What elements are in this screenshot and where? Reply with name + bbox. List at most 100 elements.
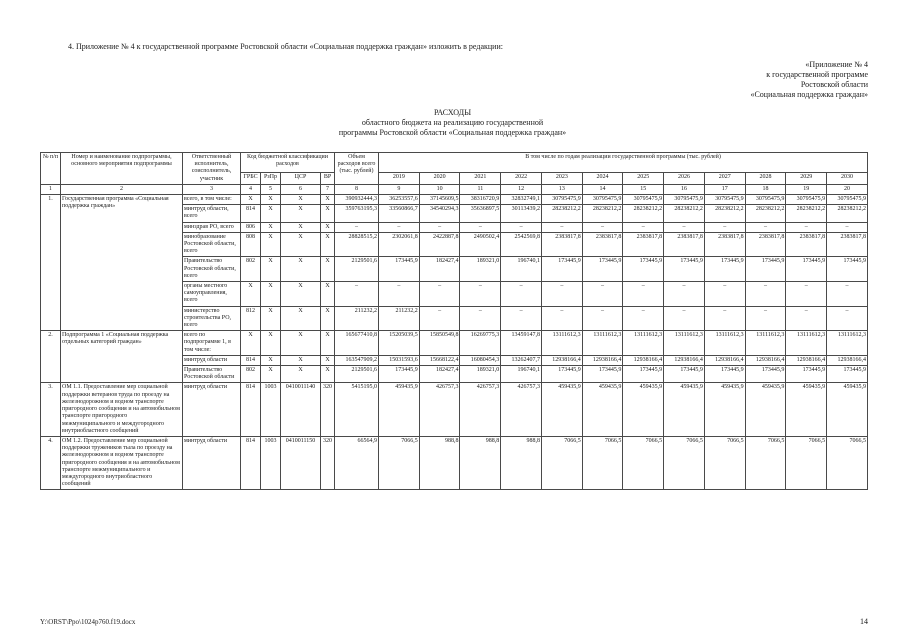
year-value-cell: 173445,9 [622, 365, 665, 384]
executor-cell: всего, в том числе: [182, 194, 241, 206]
year-value-cell: 459435,9 [744, 382, 787, 437]
year-value-cell: 28238212,2 [744, 204, 787, 223]
table-row: 4. ОМ 1.2. Предоставление мер социальной … [40, 435, 868, 491]
year-value-cell: 7066,5 [622, 435, 665, 491]
table-row: минтруд области 814 X X X 163547909,2 15031593… [41, 354, 868, 367]
vr-cell: X [319, 330, 336, 356]
year-value-cell: 988,8 [459, 435, 502, 491]
col-number-cell: 11 [459, 183, 502, 196]
annex-line: «Социальная поддержка граждан» [750, 90, 868, 99]
total-value-cell: 2129501,6 [334, 365, 380, 384]
rzpr-cell: X [260, 221, 281, 233]
budget-code-col-header: ВР [319, 172, 336, 185]
year-value-cell: 2542569,8 [500, 231, 542, 258]
year-value-cell: 28238212,2 [581, 204, 624, 223]
col-header-budget-code: Код бюджетной классификации расходов [239, 151, 336, 174]
year-value-cell: – [703, 281, 746, 307]
row-number-cell: 3. [40, 382, 61, 437]
year-value-cell: 7066,5 [785, 435, 828, 491]
year-value-cell: 189321,0 [459, 256, 502, 283]
col-number-cell: 10 [418, 183, 461, 196]
year-value-cell: 426757,3 [418, 382, 461, 437]
year-value-cell: 7066,5 [744, 435, 787, 491]
year-value-cell: – [785, 305, 828, 332]
vr-cell: X [319, 354, 336, 367]
vr-cell: X [319, 281, 336, 307]
year-value-cell: 13459147,8 [500, 330, 542, 356]
year-value-cell: 33560866,7 [378, 204, 420, 223]
year-value-cell: 30795475,9 [663, 194, 705, 206]
year-value-cell: – [785, 221, 828, 233]
year-value-cell: 173445,9 [663, 256, 705, 283]
budget-code-col-header: ГРБС [240, 172, 261, 185]
rzpr-cell: X [260, 365, 281, 384]
year-value-cell: 12938166,4 [622, 354, 665, 367]
grbs-cell: 814 [240, 204, 261, 223]
year-value-cell: 2383817,8 [826, 231, 868, 258]
col-number-row: 1 2 3 4 5 6 7 8 9 10 11 12 13 14 15 16 17 18 19 20 [40, 183, 868, 196]
budget-code-col-header: ЦСР [280, 172, 321, 185]
col-number-cell: 15 [622, 183, 665, 196]
annex-line: к государственной программе [766, 70, 868, 79]
year-value-cell: 189321,0 [459, 365, 502, 384]
rzpr-cell: X [260, 231, 281, 258]
col-number-cell: 18 [744, 183, 787, 196]
year-value-cell: 34540294,3 [418, 204, 461, 223]
year-value-cell: – [581, 221, 624, 233]
vr-cell: 320 [319, 382, 336, 437]
total-value-cell: 390932444,3 [334, 194, 380, 206]
year-value-cell: – [500, 305, 542, 332]
executor-cell: минтруд области, всего [182, 204, 241, 223]
col-header-name: Номер и наименование подпрограммы, основ… [60, 152, 183, 185]
year-value-cell: 30795475,9 [540, 194, 583, 206]
csr-cell: X [280, 305, 321, 332]
year-value-cell: 7066,5 [826, 435, 868, 491]
year-value-cell: 173445,9 [703, 256, 746, 283]
year-value-cell: 13111612,3 [540, 330, 583, 356]
executor-cell: минтруд области [182, 435, 241, 491]
csr-cell: X [280, 281, 321, 307]
executor-cell: всего по подпрограмме 1, в том числе: [182, 330, 241, 356]
year-value-cell: 426757,3 [459, 382, 502, 437]
document-title: РАСХОДЫ областного бюджета на реализацию… [0, 108, 905, 138]
year-value-cell: 12938166,4 [785, 354, 828, 367]
year-value-cell: 459435,9 [540, 382, 583, 437]
col-number-cell: 5 [260, 183, 281, 196]
executor-cell: Правительство Ростовской области, всего [182, 256, 241, 283]
vr-cell: X [319, 194, 336, 206]
year-value-cell: 12938166,4 [703, 354, 746, 367]
grbs-cell: 814 [240, 382, 261, 437]
grbs-cell: X [240, 330, 261, 356]
year-value-cell: – [378, 281, 420, 307]
header-group-row: № п/п Номер и наименование подпрограммы,… [40, 151, 868, 185]
year-value-cell: 459435,9 [663, 382, 705, 437]
year-value-cell: 459435,9 [785, 382, 828, 437]
vr-cell: X [319, 221, 336, 233]
vr-cell: 320 [319, 435, 336, 491]
year-col-header: 2026 [663, 172, 705, 185]
year-value-cell: – [622, 281, 665, 307]
year-value-cell: 173445,9 [581, 365, 624, 384]
year-value-cell: – [744, 221, 787, 233]
year-value-cell: 32832749,1 [500, 194, 542, 206]
annex-block: «Приложение № 4 к государственной програ… [750, 60, 868, 100]
executor-cell: органы местного самоуправления, всего [182, 281, 241, 307]
year-value-cell: – [540, 305, 583, 332]
year-value-cell: 12938166,4 [581, 354, 624, 367]
year-value-cell: 173445,9 [703, 365, 746, 384]
year-value-cell: 38316720,9 [459, 194, 502, 206]
year-value-cell: 28238212,2 [785, 204, 828, 223]
grbs-cell: X [240, 281, 261, 307]
year-col-header: 2019 [378, 172, 420, 185]
year-value-cell: 28238212,2 [663, 204, 705, 223]
year-col-header: 2027 [703, 172, 746, 185]
row-name-cell: ОМ 1.1. Предоставление мер социальной по… [60, 382, 183, 437]
year-value-cell: – [418, 305, 461, 332]
year-value-cell: 36253557,6 [378, 194, 420, 206]
col-number-cell: 20 [826, 183, 868, 196]
year-value-cell: – [581, 281, 624, 307]
col-number-cell: 16 [663, 183, 705, 196]
year-value-cell: – [459, 221, 502, 233]
rzpr-cell: X [260, 256, 281, 283]
